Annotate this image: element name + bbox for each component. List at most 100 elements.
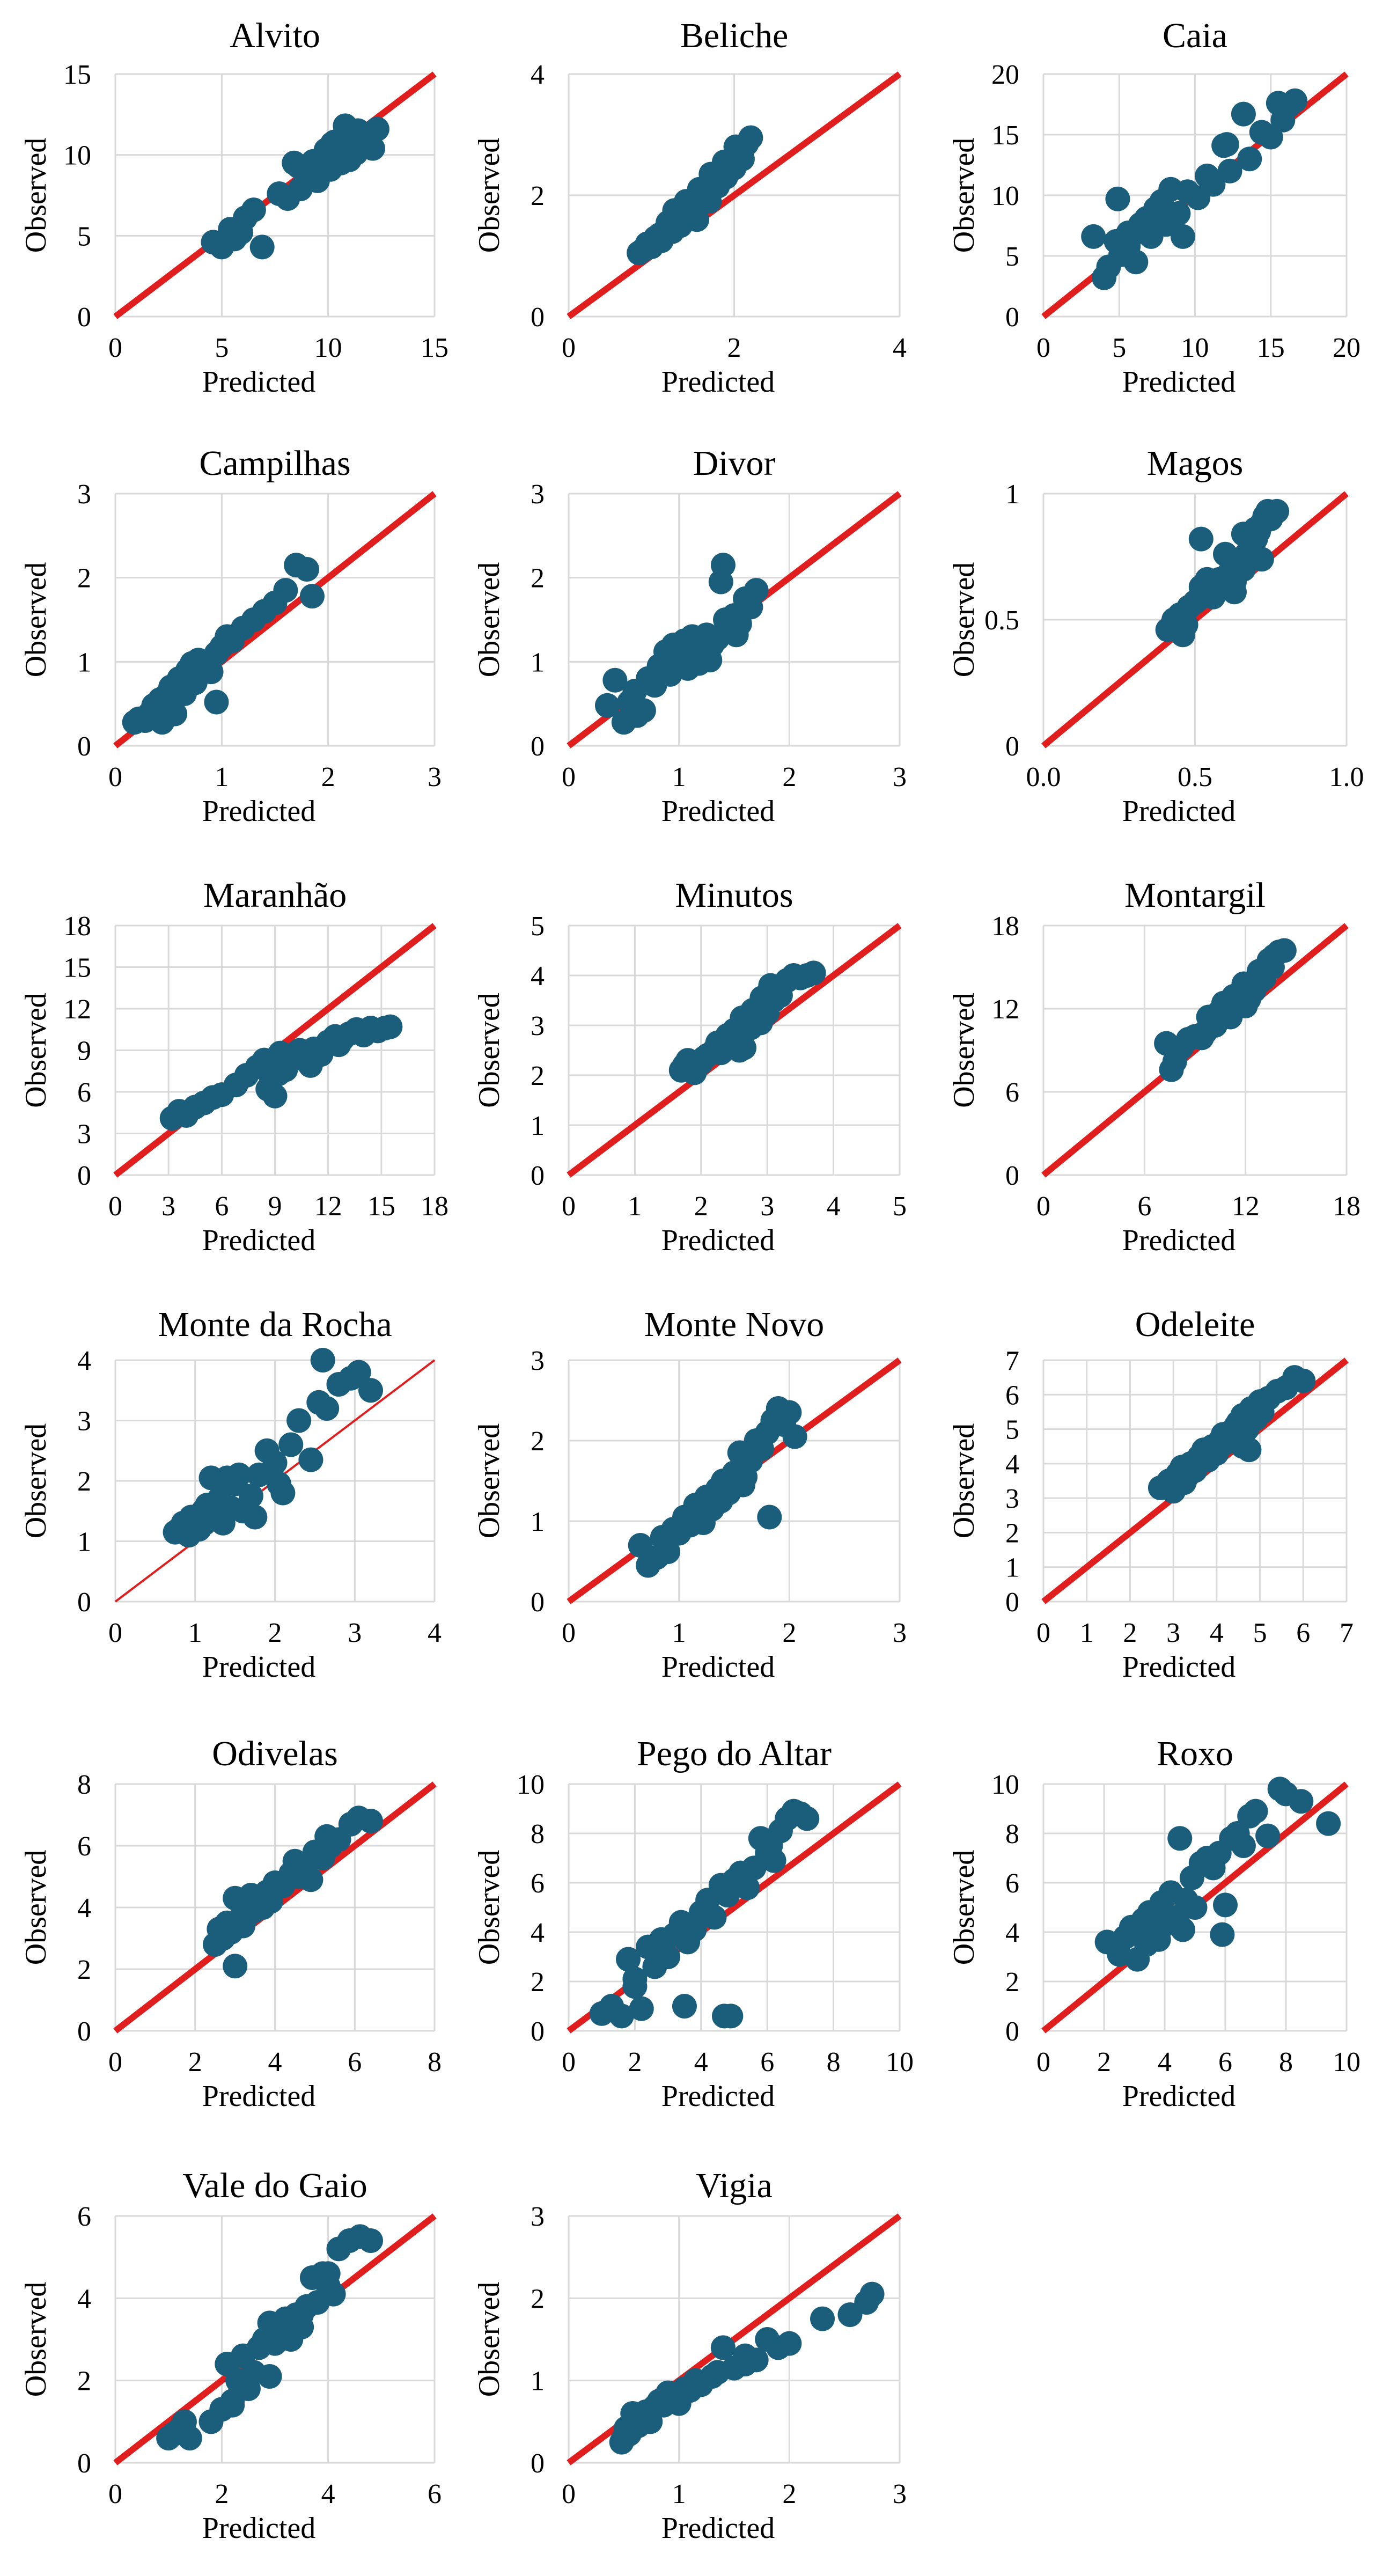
data-point <box>1264 498 1290 524</box>
data-point <box>298 1447 323 1472</box>
data-point <box>299 584 325 609</box>
y-tick-label: 0 <box>531 2016 545 2047</box>
data-point <box>226 1462 252 1487</box>
data-point <box>1131 1907 1156 1932</box>
x-tick-label: 1 <box>1080 1618 1094 1648</box>
x-axis-label: Predicted <box>661 2080 775 2113</box>
data-point <box>238 1484 263 1509</box>
data-point <box>1201 172 1226 197</box>
x-tick-label: 0 <box>108 2047 122 2078</box>
x-tick-label: 0.5 <box>1178 762 1212 792</box>
x-tick-label: 6 <box>348 2047 362 2078</box>
data-point <box>286 1408 312 1433</box>
x-tick-label: 0 <box>562 1191 576 1222</box>
x-tick-label: 2 <box>782 1618 796 1648</box>
data-point <box>223 1885 248 1911</box>
y-tick-label: 5 <box>531 911 545 942</box>
data-point <box>346 1360 371 1385</box>
data-point <box>609 2003 634 2029</box>
y-axis-label: Observed <box>947 562 981 678</box>
x-tick-label: 5 <box>893 1191 907 1222</box>
data-point <box>757 1504 782 1530</box>
y-axis-label: Observed <box>473 993 506 1108</box>
y-tick-label: 0 <box>1005 2016 1019 2047</box>
data-point <box>1170 622 1195 648</box>
data-point <box>241 197 266 223</box>
x-axis-label: Predicted <box>661 1224 775 1257</box>
x-tick-label: 15 <box>1257 333 1285 363</box>
y-axis-label: Observed <box>19 1850 53 1965</box>
y-tick-label: 2 <box>531 181 545 211</box>
data-point <box>242 1504 268 1530</box>
x-axis-label: Predicted <box>1122 1224 1235 1257</box>
x-tick-label: 0 <box>562 333 576 363</box>
y-tick-label: 2 <box>1005 1967 1019 1998</box>
data-point <box>326 1032 351 1058</box>
data-point <box>723 134 748 159</box>
data-point <box>705 2360 730 2385</box>
y-axis-label: Observed <box>19 1423 53 1539</box>
panel-title: Divor <box>693 444 776 483</box>
x-tick-label: 6 <box>428 2479 442 2509</box>
y-tick-label: 1 <box>77 647 91 678</box>
x-tick-label: 18 <box>1333 1191 1360 1222</box>
data-point <box>1249 547 1274 572</box>
panel-title: Pego do Altar <box>637 1734 832 1773</box>
data-point <box>1193 1019 1218 1045</box>
data-point <box>1197 1439 1223 1464</box>
data-point <box>266 1471 291 1496</box>
data-point <box>777 1400 802 1425</box>
y-tick-label: 1 <box>1005 479 1019 510</box>
data-point <box>314 1396 340 1421</box>
y-tick-label: 5 <box>1005 241 1019 272</box>
panel-title: Caia <box>1163 16 1227 55</box>
y-tick-label: 0 <box>1005 302 1019 333</box>
x-axis-label: Predicted <box>1122 1650 1235 1684</box>
y-tick-label: 2 <box>77 1955 91 1985</box>
x-tick-label: 6 <box>760 2047 774 2078</box>
y-tick-label: 2 <box>531 1967 545 1998</box>
y-tick-label: 6 <box>1005 1077 1019 1108</box>
x-tick-label: 1 <box>672 1618 686 1648</box>
data-point <box>697 648 723 673</box>
data-point <box>378 1014 403 1039</box>
y-tick-label: 0 <box>77 1587 91 1618</box>
y-axis-label: Observed <box>473 562 506 678</box>
data-point <box>727 1038 752 1063</box>
scatter-panel: 0 5 10 15 20 0 5 10 15 20 Caia Predicted Observed <box>947 16 1360 399</box>
x-tick-label: 0 <box>1036 1191 1050 1222</box>
x-tick-label: 2 <box>782 762 796 792</box>
y-tick-label: 4 <box>531 1918 545 1948</box>
y-tick-label: 6 <box>1005 1380 1019 1411</box>
scatter-panel: 0 1 2 3 0 1 2 3 Vigia Predicted Observed <box>473 2166 907 2545</box>
x-tick-label: 5 <box>1253 1618 1267 1648</box>
data-point <box>257 2310 282 2336</box>
y-axis-label: Observed <box>473 138 506 253</box>
scatter-panel: 0 2 4 6 8 0 2 4 6 8 Odivelas Predicted Observed <box>19 1734 442 2113</box>
data-point <box>642 1937 667 1962</box>
data-point <box>262 1450 288 1476</box>
data-point <box>718 2003 744 2029</box>
y-tick-label: 3 <box>1005 1484 1019 1514</box>
x-tick-label: 12 <box>1232 1191 1260 1222</box>
y-tick-label: 4 <box>77 2284 91 2314</box>
x-tick-label: 4 <box>268 2047 282 2078</box>
x-axis-label: Predicted <box>661 795 775 828</box>
y-tick-label: 3 <box>77 1119 91 1150</box>
scatter-panel: 0 1 2 3 4 5 0 1 2 3 4 5 Minutos Predicted Observed <box>473 876 907 1257</box>
y-tick-label: 0 <box>531 1161 545 1191</box>
y-tick-label: 0 <box>531 1587 545 1618</box>
y-axis-label: Observed <box>947 138 981 253</box>
data-point <box>360 136 385 161</box>
data-point <box>629 1996 654 2021</box>
data-point <box>348 1019 373 1045</box>
x-tick-label: 0 <box>108 2479 122 2509</box>
panel-title: Alvito <box>230 16 320 55</box>
data-point <box>209 1922 234 1948</box>
x-tick-label: 8 <box>428 2047 442 2078</box>
y-tick-label: 1 <box>531 2366 545 2397</box>
x-axis-label: Predicted <box>1122 2080 1235 2113</box>
panel-title: Odeleite <box>1135 1305 1255 1344</box>
data-point <box>1231 1833 1256 1858</box>
